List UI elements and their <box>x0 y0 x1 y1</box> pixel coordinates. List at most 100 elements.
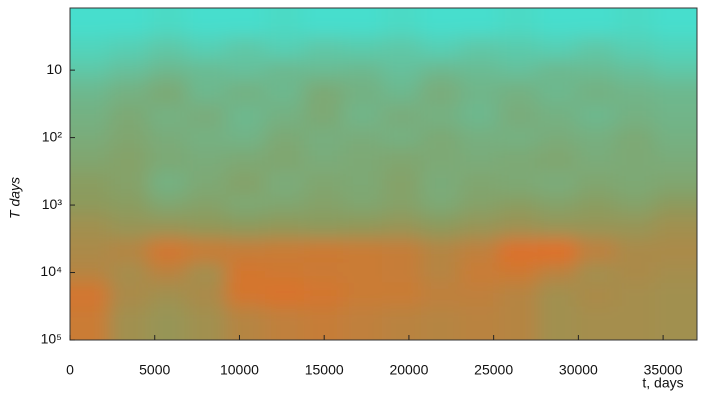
heat-cell <box>264 103 305 129</box>
heat-cell <box>264 194 305 217</box>
heat-cell <box>186 194 227 217</box>
heat-cell <box>381 36 422 61</box>
heat-cell <box>342 80 383 105</box>
x-tick-label: 5000 <box>139 362 170 378</box>
heat-cell <box>615 103 656 129</box>
heat-cell <box>147 262 188 284</box>
heat-cell <box>264 215 305 240</box>
heat-cell <box>264 59 305 82</box>
heat-cell <box>498 36 539 61</box>
heat-cell <box>225 59 266 82</box>
heat-cell <box>576 262 617 284</box>
heat-cell <box>498 103 539 129</box>
heat-cell <box>303 215 344 240</box>
heat-cell <box>186 238 227 264</box>
heat-cell <box>576 306 617 340</box>
y-tick-label: 10² <box>42 128 63 144</box>
heat-cell <box>537 80 578 105</box>
heat-cell <box>264 8 305 38</box>
heat-cell <box>381 215 422 240</box>
heat-cell <box>615 306 656 340</box>
heat-cell <box>186 215 227 240</box>
heat-cell <box>420 194 461 217</box>
heat-cell <box>225 262 266 284</box>
heat-cell <box>537 238 578 264</box>
heat-cell <box>420 103 461 129</box>
heat-cell <box>654 262 697 284</box>
heat-cell <box>498 238 539 264</box>
heat-cell <box>537 59 578 82</box>
heat-cell <box>615 59 656 82</box>
heat-cell <box>576 59 617 82</box>
heat-cell <box>147 103 188 129</box>
heat-cell <box>70 238 110 264</box>
heat-cell <box>498 59 539 82</box>
heat-cell <box>70 127 110 149</box>
heat-cell <box>537 306 578 340</box>
heat-cell <box>654 194 697 217</box>
heat-cell <box>459 103 500 129</box>
heat-cell <box>147 8 188 38</box>
heat-cell <box>264 80 305 105</box>
heat-cell <box>459 127 500 149</box>
heat-cell <box>303 306 344 340</box>
heat-cell <box>654 8 697 38</box>
heat-cell <box>537 171 578 196</box>
heat-cell <box>147 147 188 173</box>
heat-cell <box>147 36 188 61</box>
heat-cell <box>576 80 617 105</box>
heat-cell <box>186 36 227 61</box>
heat-cell <box>264 282 305 308</box>
heat-cell <box>576 282 617 308</box>
heat-cell <box>576 103 617 129</box>
heat-cell <box>459 8 500 38</box>
heat-cell <box>186 171 227 196</box>
heat-cell <box>381 8 422 38</box>
heat-cell <box>654 238 697 264</box>
heat-cell <box>420 262 461 284</box>
heat-cell <box>420 306 461 340</box>
heat-cell <box>615 282 656 308</box>
heat-cell <box>108 215 149 240</box>
heat-cell <box>225 147 266 173</box>
heat-cell <box>615 8 656 38</box>
heat-cell <box>420 147 461 173</box>
heat-cell <box>303 103 344 129</box>
heat-cell <box>70 147 110 173</box>
heat-cell <box>420 127 461 149</box>
heat-cell <box>70 80 110 105</box>
heat-cell <box>342 103 383 129</box>
heat-cell <box>537 194 578 217</box>
heat-cell <box>303 171 344 196</box>
heat-cell <box>70 306 110 340</box>
heat-cell <box>108 171 149 196</box>
heat-cell <box>342 8 383 38</box>
heat-cell <box>654 306 697 340</box>
heat-cell <box>381 282 422 308</box>
heat-cell <box>420 282 461 308</box>
heat-cell <box>420 80 461 105</box>
heat-cell <box>303 262 344 284</box>
y-tick-label: 10³ <box>42 196 63 212</box>
heat-cell <box>147 194 188 217</box>
heat-cell <box>420 36 461 61</box>
heat-cell <box>264 238 305 264</box>
heat-cell <box>615 238 656 264</box>
heat-cell <box>264 127 305 149</box>
heat-cell <box>225 171 266 196</box>
heat-cell <box>381 147 422 173</box>
heat-cell <box>381 306 422 340</box>
heat-cell <box>654 215 697 240</box>
y-tick-label: 10 <box>46 61 62 77</box>
heat-cell <box>576 127 617 149</box>
heat-cell <box>420 8 461 38</box>
heat-cell <box>70 171 110 196</box>
heat-cell <box>537 127 578 149</box>
heat-cell <box>70 103 110 129</box>
heat-cell <box>264 36 305 61</box>
heat-cell <box>225 8 266 38</box>
heat-cell <box>576 147 617 173</box>
heat-cell <box>381 127 422 149</box>
heat-cell <box>225 306 266 340</box>
heat-cell <box>498 8 539 38</box>
